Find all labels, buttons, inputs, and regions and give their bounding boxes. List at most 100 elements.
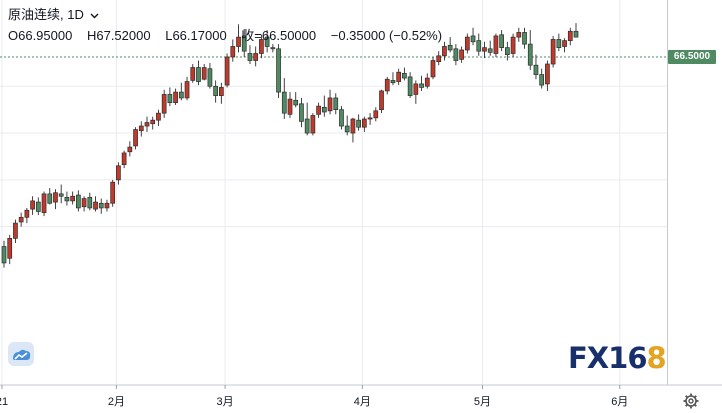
candle-body bbox=[24, 209, 30, 218]
chevron-down-icon[interactable] bbox=[90, 11, 99, 20]
candle-body bbox=[35, 201, 41, 212]
candle-body bbox=[224, 56, 230, 86]
x-tick-label: 4月 bbox=[354, 396, 371, 408]
candle bbox=[430, 57, 436, 80]
candle bbox=[178, 82, 184, 101]
candle bbox=[333, 93, 339, 115]
candle bbox=[127, 141, 133, 157]
candle bbox=[1, 240, 7, 268]
candle-body bbox=[310, 115, 316, 134]
candle-body bbox=[47, 193, 53, 204]
x-tick-label: 6月 bbox=[611, 396, 628, 408]
candle-body bbox=[384, 78, 390, 92]
low-value: L66.17000 bbox=[165, 28, 227, 43]
candle-body bbox=[58, 193, 64, 197]
candle bbox=[7, 234, 13, 265]
candle bbox=[270, 44, 276, 53]
candle bbox=[150, 116, 156, 130]
candle-body bbox=[522, 32, 527, 45]
candle-body bbox=[93, 201, 98, 210]
candle-body bbox=[281, 91, 287, 114]
candle-body bbox=[453, 48, 459, 61]
candle-body bbox=[138, 125, 144, 132]
candle bbox=[253, 46, 259, 67]
candle-body bbox=[533, 64, 539, 75]
candle-body bbox=[316, 105, 321, 115]
candle bbox=[550, 35, 556, 68]
candle bbox=[316, 102, 321, 118]
candle-body bbox=[350, 118, 356, 134]
symbol-name: 原油连续 bbox=[8, 7, 61, 22]
candle bbox=[487, 40, 493, 56]
candle-body bbox=[270, 47, 276, 50]
candle bbox=[184, 76, 190, 101]
candle-body bbox=[545, 63, 550, 85]
candle-body bbox=[116, 165, 121, 181]
candle bbox=[453, 44, 459, 66]
candle bbox=[93, 196, 98, 212]
candle-body bbox=[505, 47, 510, 56]
candle bbox=[156, 109, 161, 127]
candle-body bbox=[241, 35, 247, 52]
candle bbox=[58, 184, 64, 204]
candle bbox=[424, 73, 430, 89]
candle-body bbox=[396, 71, 402, 82]
symbol-separator: , bbox=[60, 7, 68, 22]
candle-body bbox=[98, 202, 104, 209]
candle-body bbox=[373, 110, 379, 119]
candle-body bbox=[213, 85, 218, 96]
symbol-title[interactable]: 原油连续, 1D bbox=[8, 4, 99, 23]
candle-body bbox=[264, 36, 270, 47]
candle bbox=[419, 75, 424, 91]
candle bbox=[30, 196, 35, 215]
candle bbox=[64, 191, 70, 206]
candle bbox=[207, 62, 213, 89]
candle bbox=[18, 212, 24, 227]
cloud-icon[interactable] bbox=[8, 342, 34, 366]
candle-body bbox=[190, 67, 196, 81]
candle bbox=[104, 199, 110, 212]
candle bbox=[35, 197, 41, 215]
candle bbox=[470, 27, 476, 46]
candle-body bbox=[259, 39, 264, 54]
candle bbox=[247, 45, 253, 65]
candle bbox=[539, 68, 545, 89]
candle-body bbox=[556, 39, 562, 48]
candle bbox=[516, 27, 522, 42]
candle-body bbox=[424, 77, 430, 87]
candle bbox=[116, 162, 121, 185]
candle-body bbox=[379, 90, 384, 110]
candle bbox=[527, 30, 533, 70]
candle bbox=[259, 34, 264, 59]
candle-body bbox=[390, 80, 396, 84]
candle bbox=[510, 33, 516, 57]
candle bbox=[304, 102, 310, 136]
candle bbox=[213, 80, 218, 103]
candle-body bbox=[539, 74, 545, 86]
candle-body bbox=[356, 119, 361, 128]
candle bbox=[567, 27, 573, 46]
candle bbox=[556, 33, 562, 52]
candle bbox=[362, 116, 367, 132]
candle-body bbox=[253, 53, 259, 61]
x-tick-label: 3月 bbox=[217, 396, 234, 408]
candle bbox=[190, 64, 196, 83]
candle bbox=[281, 78, 287, 120]
candle bbox=[161, 89, 167, 118]
gear-icon[interactable] bbox=[683, 393, 699, 409]
time-axis: 21 2月 3月 4月 5月 6月 bbox=[0, 385, 628, 408]
candle bbox=[379, 89, 384, 114]
candle-body bbox=[156, 112, 161, 121]
interval-label[interactable]: 1D bbox=[67, 7, 84, 22]
candle-body bbox=[144, 122, 150, 127]
candle bbox=[321, 95, 327, 117]
candle-body bbox=[167, 94, 173, 103]
candle-body bbox=[87, 197, 93, 209]
candle-body bbox=[150, 119, 156, 125]
candle bbox=[476, 33, 482, 56]
candle bbox=[236, 24, 241, 53]
candle-body bbox=[173, 91, 178, 103]
candle-body bbox=[121, 152, 127, 165]
candle-body bbox=[499, 34, 504, 48]
